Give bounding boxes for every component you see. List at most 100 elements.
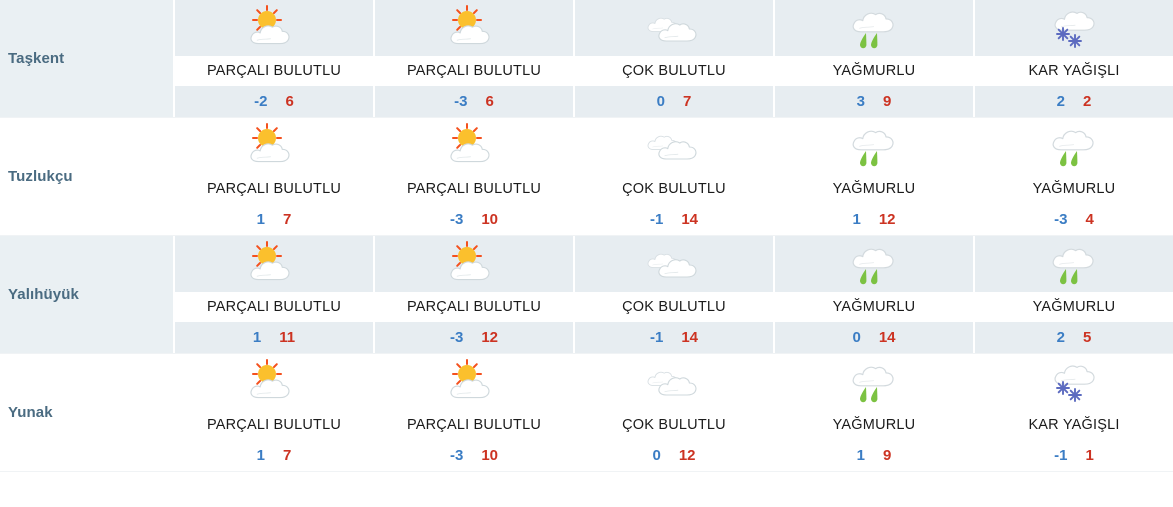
temperature-row: 1 12 xyxy=(775,204,973,235)
cloudy-icon xyxy=(639,239,709,289)
temperature-row: -3 10 xyxy=(375,204,573,235)
max-temperature: 7 xyxy=(283,211,292,228)
snowy-icon xyxy=(1039,357,1109,407)
condition-label: PARÇALI BULUTLU xyxy=(175,410,373,440)
forecast-day-cell[interactable]: PARÇALI BULUTLU 1 7 xyxy=(173,353,373,472)
city-name-label[interactable]: Yalıhüyük xyxy=(8,286,79,303)
forecast-day-cell[interactable]: YAĞMURLU -3 4 xyxy=(973,117,1173,236)
raindrops-glyph xyxy=(860,269,878,285)
forecast-day-cell[interactable]: ÇOK BULUTLU 0 7 xyxy=(573,0,773,118)
table-row: Yalıhüyük PARÇALI BULUTLU 1 11 xyxy=(0,235,1173,354)
cloud-glyph xyxy=(1054,11,1095,31)
cloud-glyph xyxy=(450,143,490,163)
min-temperature: 1 xyxy=(852,211,861,228)
rainy-icon xyxy=(839,239,909,289)
temperature-row: -1 14 xyxy=(575,322,773,353)
min-temperature: -3 xyxy=(1054,211,1068,228)
weather-icon-area xyxy=(175,0,373,56)
min-temperature: -3 xyxy=(449,329,464,346)
forecast-day-cell[interactable]: PARÇALI BULUTLU -3 10 xyxy=(373,117,573,236)
raindrops-glyph xyxy=(860,33,878,49)
forecast-day-cell[interactable]: PARÇALI BULUTLU -3 12 xyxy=(373,235,573,354)
min-temperature: -3 xyxy=(449,447,464,464)
condition-label: PARÇALI BULUTLU xyxy=(175,292,373,322)
rainy-icon xyxy=(839,121,909,171)
partly-cloudy-icon xyxy=(439,121,509,171)
forecast-day-cell[interactable]: PARÇALI BULUTLU 1 11 xyxy=(173,235,373,354)
partly-cloudy-icon xyxy=(239,121,309,171)
forecast-day-cell[interactable]: YAĞMURLU 0 14 xyxy=(773,235,973,354)
city-cell[interactable]: Yunak xyxy=(0,353,173,472)
rainy-icon xyxy=(839,3,909,53)
forecast-day-cell[interactable]: ÇOK BULUTLU -1 14 xyxy=(573,117,773,236)
city-name-label[interactable]: Tuzlukçu xyxy=(8,168,73,185)
min-temperature: 1 xyxy=(856,447,865,464)
max-temperature: 9 xyxy=(883,93,892,110)
condition-label: KAR YAĞIŞLI xyxy=(975,56,1173,86)
cloud-glyph xyxy=(1052,130,1094,151)
temperature-row: -3 6 xyxy=(375,86,573,117)
forecast-day-cell[interactable]: ÇOK BULUTLU 0 12 xyxy=(573,353,773,472)
max-temperature: 7 xyxy=(683,93,692,110)
cloud-glyph xyxy=(852,12,894,33)
cloudy-icon xyxy=(639,121,709,171)
cloudy-icon xyxy=(639,3,709,53)
temperature-row: -3 12 xyxy=(375,322,573,353)
condition-label: YAĞMURLU xyxy=(775,292,973,322)
city-name-label[interactable]: Yunak xyxy=(8,404,53,421)
forecast-day-cell[interactable]: PARÇALI BULUTLU -3 10 xyxy=(373,353,573,472)
max-temperature: 10 xyxy=(481,211,499,228)
forecast-day-cell[interactable]: KAR YAĞIŞLI 2 2 xyxy=(973,0,1173,118)
max-temperature: 7 xyxy=(283,447,292,464)
max-temperature: 5 xyxy=(1083,329,1092,346)
city-cell[interactable]: Tuzlukçu xyxy=(0,117,173,236)
temperature-row: -3 4 xyxy=(975,204,1173,235)
forecast-day-cell[interactable]: PARÇALI BULUTLU 1 7 xyxy=(173,117,373,236)
min-temperature: -3 xyxy=(449,211,464,228)
condition-label: KAR YAĞIŞLI xyxy=(975,410,1173,440)
temperature-row: -2 6 xyxy=(175,86,373,117)
min-temperature: 2 xyxy=(1056,329,1065,346)
city-cell[interactable]: Yalıhüyük xyxy=(0,235,173,354)
table-row: Yunak PARÇALI BULUTLU 1 7 xyxy=(0,353,1173,472)
weather-icon-area xyxy=(975,0,1173,56)
forecast-day-cell[interactable]: YAĞMURLU 3 9 xyxy=(773,0,973,118)
partly-cloudy-icon xyxy=(439,3,509,53)
condition-label: PARÇALI BULUTLU xyxy=(175,174,373,204)
weather-icon-area xyxy=(575,236,773,292)
city-name-label[interactable]: Taşkent xyxy=(8,50,65,67)
snowflake-glyph xyxy=(1068,388,1082,402)
page-bottom-spacer xyxy=(0,472,1173,504)
snowflake-glyph xyxy=(1068,34,1082,48)
condition-label: ÇOK BULUTLU xyxy=(575,410,773,440)
forecast-day-cell[interactable]: YAĞMURLU 2 5 xyxy=(973,235,1173,354)
forecast-day-cell[interactable]: PARÇALI BULUTLU -2 6 xyxy=(173,0,373,118)
partly-cloudy-icon xyxy=(239,239,309,289)
condition-label: YAĞMURLU xyxy=(775,410,973,440)
condition-label: PARÇALI BULUTLU xyxy=(375,292,573,322)
rainy-icon xyxy=(1039,121,1109,171)
forecast-day-cell[interactable]: PARÇALI BULUTLU -3 6 xyxy=(373,0,573,118)
max-temperature: 14 xyxy=(681,211,699,228)
min-temperature: 1 xyxy=(252,329,262,346)
forecast-day-cell[interactable]: KAR YAĞIŞLI -1 1 xyxy=(973,353,1173,472)
max-temperature: 12 xyxy=(678,447,696,464)
snowy-icon xyxy=(1039,3,1109,53)
raindrops-glyph xyxy=(1060,151,1078,167)
cloud-glyph xyxy=(1054,365,1095,385)
forecast-day-cell[interactable]: ÇOK BULUTLU -1 14 xyxy=(573,235,773,354)
cloud-glyph xyxy=(450,261,490,281)
temperature-row: 0 12 xyxy=(575,440,773,471)
snowflake-glyph xyxy=(1056,381,1070,395)
condition-label: YAĞMURLU xyxy=(775,174,973,204)
weather-icon-area xyxy=(975,118,1173,174)
forecast-day-cell[interactable]: YAĞMURLU 1 9 xyxy=(773,353,973,472)
temperature-row: 0 14 xyxy=(775,322,973,353)
city-cell[interactable]: Taşkent xyxy=(0,0,173,118)
forecast-day-cell[interactable]: YAĞMURLU 1 12 xyxy=(773,117,973,236)
forecast-rows: Taşkent PARÇALI BULUTLU -2 6 xyxy=(0,0,1173,472)
